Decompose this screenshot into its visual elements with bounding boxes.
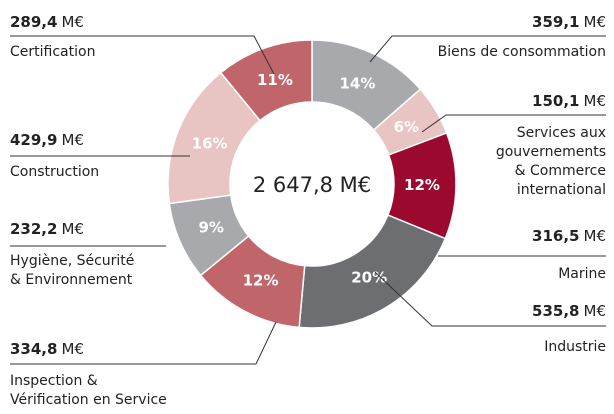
value-label: 429,9 M€ (10, 131, 84, 149)
value-number: 232,2 (10, 220, 57, 238)
value-label: 316,5 M€ (532, 227, 606, 245)
percentage-label: 12% (404, 176, 440, 194)
leader-line (10, 321, 277, 365)
value-number: 316,5 (532, 227, 579, 245)
value-number: 429,9 (10, 131, 57, 149)
category-label: & Environnement (10, 272, 133, 288)
category-label: gouvernements (496, 144, 606, 160)
slice (298, 214, 447, 329)
leader-line (369, 35, 606, 63)
percentage-label: 9% (198, 219, 223, 237)
value-number: 289,4 (10, 13, 57, 31)
percentage-label: 6% (394, 118, 419, 136)
category-label: Inspection & (10, 373, 98, 389)
value-unit: M€ (584, 302, 607, 320)
percentage-label: 20% (351, 268, 387, 286)
value-unit: M€ (61, 340, 84, 358)
category-label: Industrie (544, 339, 606, 355)
category-label: Certification (10, 44, 95, 60)
percentage-label: 11% (257, 71, 293, 89)
category-label: Vérification en Service (10, 392, 167, 408)
value-label: 359,1 M€ (532, 13, 606, 31)
value-label: 289,4 M€ (10, 13, 84, 31)
percentage-label: 12% (243, 272, 279, 290)
value-unit: M€ (584, 227, 607, 245)
percentage-label: 14% (340, 74, 376, 92)
category-label: Hygiène, Sécurité (10, 253, 134, 269)
category-label: Marine (558, 266, 606, 282)
leader-line (10, 35, 275, 75)
leader-line (374, 271, 606, 327)
value-unit: M€ (584, 92, 607, 110)
value-number: 334,8 (10, 340, 57, 358)
percentage-label: 16% (192, 134, 228, 152)
center-label: 2 647,8 M€ (253, 173, 371, 197)
value-unit: M€ (61, 13, 84, 31)
category-label: international (517, 182, 606, 198)
category-label: Services aux (517, 125, 606, 141)
value-unit: M€ (61, 131, 84, 149)
leader-line (421, 114, 606, 133)
value-number: 535,8 (532, 302, 579, 320)
slice (219, 39, 313, 122)
category-label: Biens de consommation (438, 44, 606, 60)
value-label: 150,1 M€ (532, 92, 606, 110)
value-number: 359,1 (532, 13, 579, 31)
category-label: & Commerce (515, 163, 606, 179)
category-label: Construction (10, 164, 99, 180)
value-label: 535,8 M€ (532, 302, 606, 320)
value-number: 150,1 (532, 92, 579, 110)
value-label: 232,2 M€ (10, 220, 84, 238)
value-unit: M€ (584, 13, 607, 31)
value-label: 334,8 M€ (10, 340, 84, 358)
value-unit: M€ (61, 220, 84, 238)
